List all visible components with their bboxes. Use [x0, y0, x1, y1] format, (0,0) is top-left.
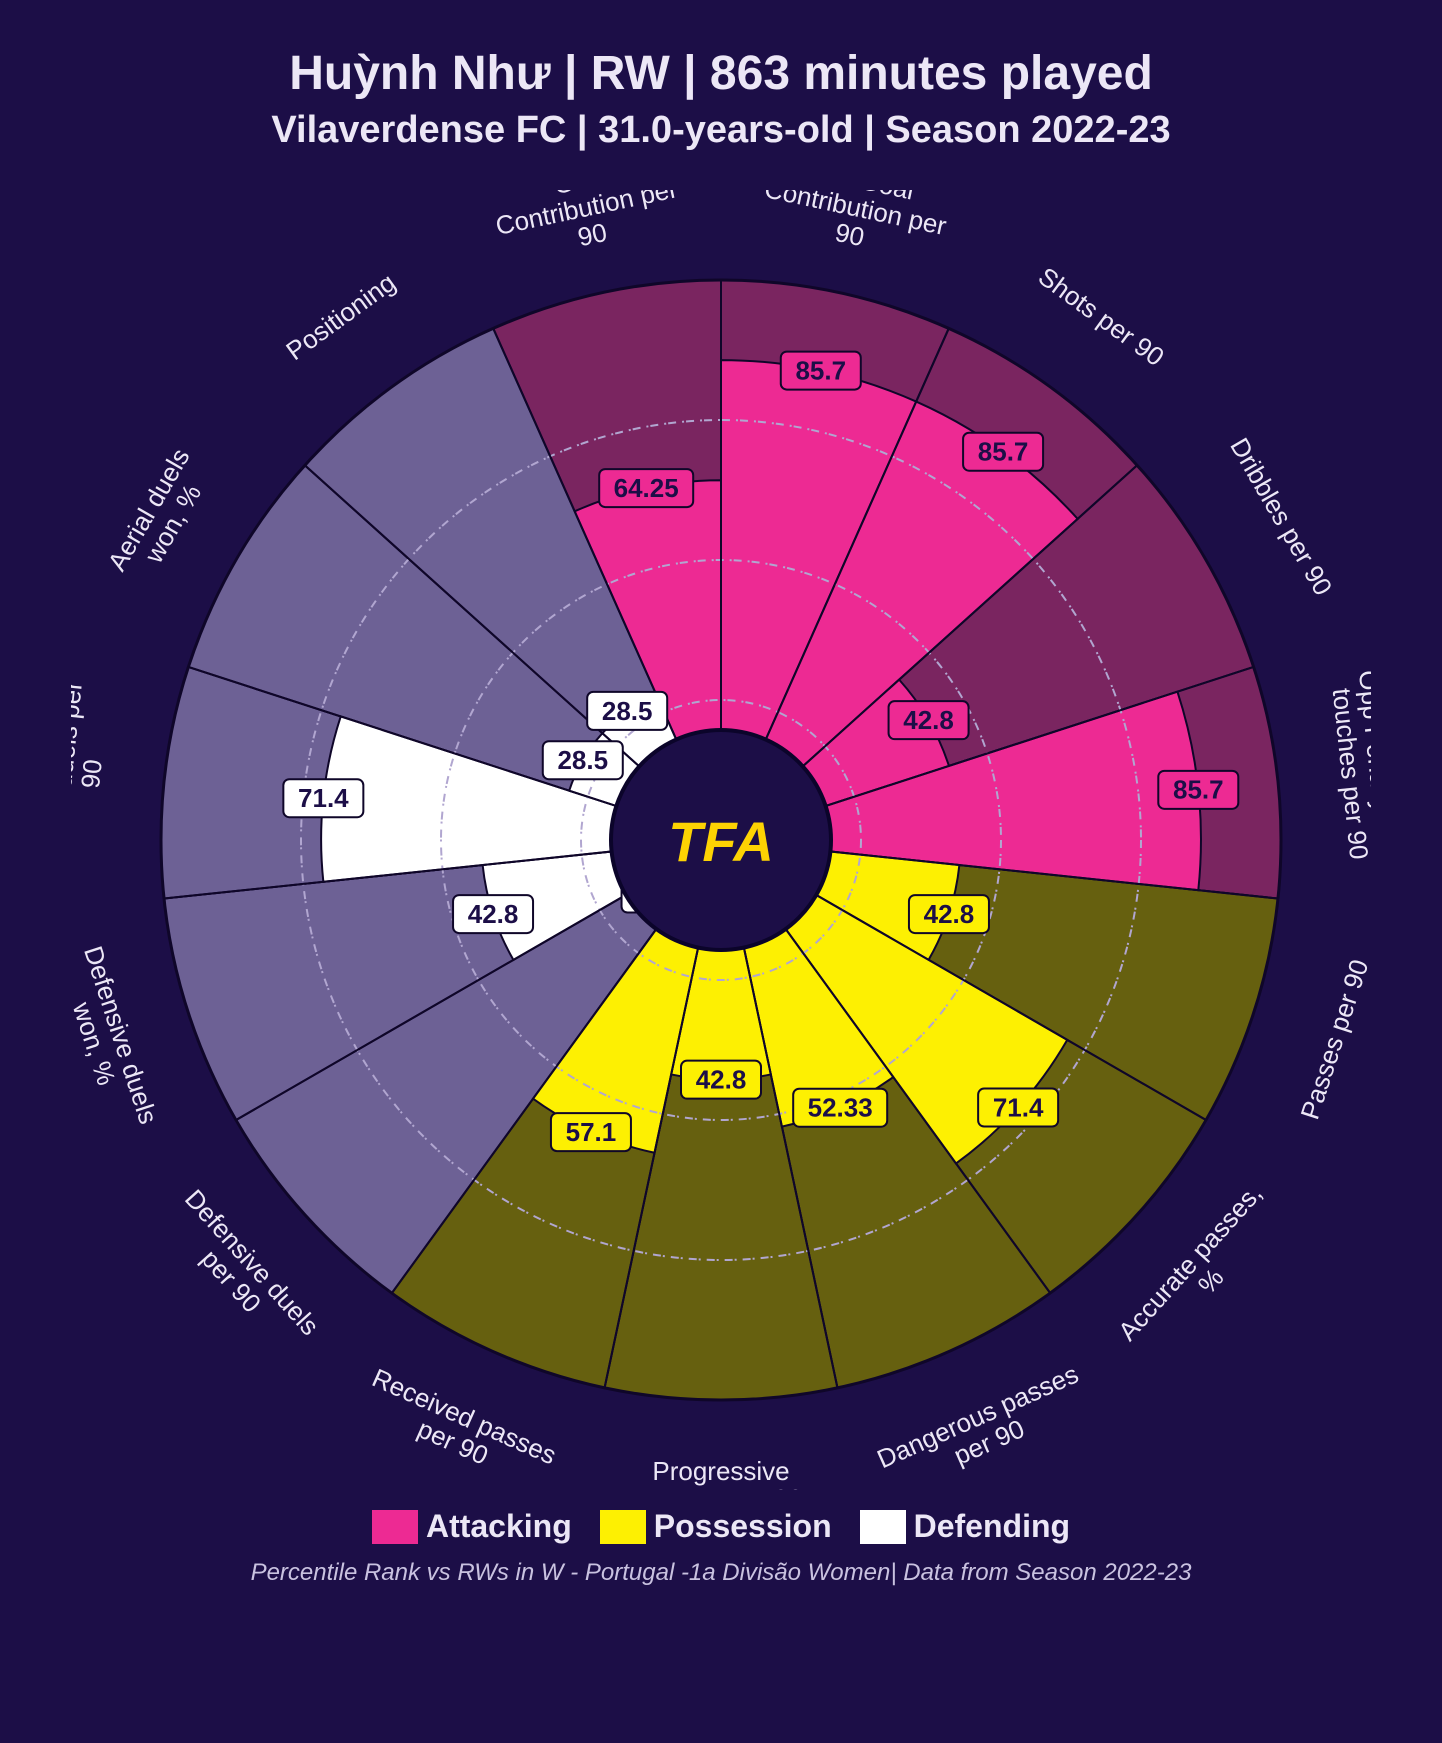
svg-text:42.8: 42.8: [696, 1065, 747, 1095]
legend-item-attacking: Attacking: [372, 1508, 572, 1545]
svg-text:TFA: TFA: [668, 810, 774, 873]
svg-text:Passes per 90: Passes per 90: [1294, 956, 1371, 1123]
svg-text:90: 90: [832, 217, 867, 252]
chart-subtitle: Vilaverdense FC | 31.0-years-old | Seaso…: [0, 109, 1442, 152]
svg-text:52.33: 52.33: [808, 1093, 873, 1123]
svg-text:57.1: 57.1: [566, 1117, 617, 1147]
legend-swatch-defending: [860, 1510, 906, 1544]
footnote: Percentile Rank vs RWs in W - Portugal -…: [0, 1559, 1442, 1587]
svg-text:42.8: 42.8: [903, 705, 954, 735]
svg-text:Progressive: Progressive: [652, 1456, 789, 1486]
legend-swatch-possession: [600, 1510, 646, 1544]
svg-text:64.25: 64.25: [614, 473, 679, 503]
legend-label-defending: Defending: [914, 1508, 1070, 1545]
svg-text:90: 90: [75, 758, 108, 790]
svg-text:42.8: 42.8: [924, 899, 975, 929]
legend-item-defending: Defending: [860, 1508, 1070, 1545]
legend-label-possession: Possession: [654, 1508, 832, 1545]
svg-text:Positioning: Positioning: [280, 267, 401, 366]
svg-text:Dribbles per 90: Dribbles per 90: [1224, 433, 1338, 601]
svg-text:71.4: 71.4: [993, 1092, 1044, 1122]
svg-text:42.8: 42.8: [468, 899, 519, 929]
header: Huỳnh Như | RW | 863 minutes played Vila…: [0, 0, 1442, 152]
legend-swatch-attacking: [372, 1510, 418, 1544]
svg-text:28.5: 28.5: [557, 745, 608, 775]
svg-text:passes per 90: passes per 90: [639, 1484, 802, 1490]
svg-text:71.4: 71.4: [298, 783, 349, 813]
chart-title: Huỳnh Như | RW | 863 minutes played: [0, 46, 1442, 101]
polar-chart: 64.25 85.7 85.7 42.8 85.7 42.8 71.4 52.33 42.8 57…: [71, 190, 1371, 1490]
svg-text:90: 90: [575, 217, 610, 252]
svg-text:28.5: 28.5: [602, 696, 653, 726]
legend-item-possession: Possession: [600, 1508, 832, 1545]
legend: Attacking Possession Defending: [0, 1508, 1442, 1545]
svg-text:85.7: 85.7: [978, 437, 1029, 467]
svg-text:85.7: 85.7: [795, 355, 846, 385]
legend-label-attacking: Attacking: [426, 1508, 572, 1545]
svg-text:85.7: 85.7: [1173, 775, 1224, 805]
svg-text:Shots per 90: Shots per 90: [1033, 261, 1170, 372]
